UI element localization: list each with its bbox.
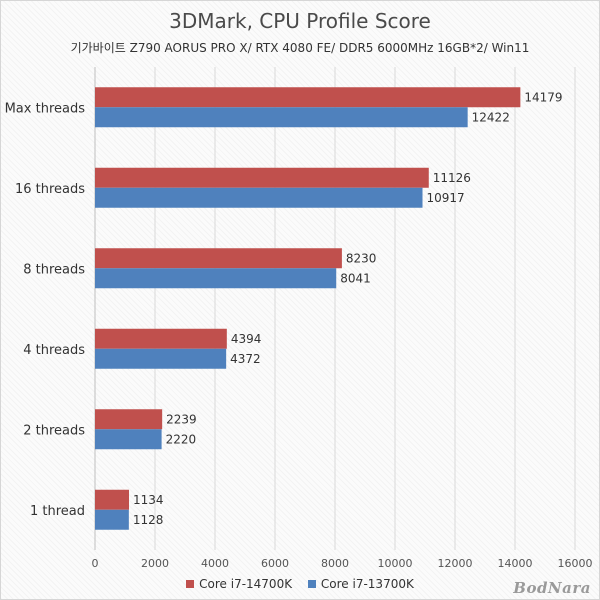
chart-subtitle: 기가바이트 Z790 AORUS PRO X/ RTX 4080 FE/ DDR… [70,41,530,55]
data-label-s1-5: 1134 [133,493,164,507]
legend-label-series-2: Core i7-13700K [320,577,414,591]
bar-s1-4 [95,409,163,430]
watermark-logo: BodNara [513,579,591,597]
category-label-1: 16 threads [15,182,85,197]
data-label-s1-3: 4394 [231,332,262,346]
data-label-s2-4: 2220 [166,432,197,446]
x-tick-label-3: 6000 [261,557,289,570]
x-tick-label-7: 14000 [498,557,533,570]
x-tick-label-2: 4000 [201,557,229,570]
legend-swatch-series-2 [307,580,316,588]
x-tick-label-4: 8000 [321,557,349,570]
chart-title: 3DMark, CPU Profile Score [169,9,431,33]
bar-s1-0 [95,87,521,108]
category-label-2: 8 threads [23,262,85,277]
x-tick-label-6: 12000 [438,557,473,570]
legend: Core i7-14700K Core i7-13700K [1,577,599,591]
bar-s1-5 [95,489,130,510]
category-label-3: 4 threads [23,343,85,358]
bar-s2-5 [95,509,129,530]
data-label-s2-5: 1128 [133,513,164,527]
bar-s2-4 [95,429,162,450]
data-label-s1-0: 14179 [524,90,562,104]
bar-s1-1 [95,167,429,188]
legend-item-series-2: Core i7-13700K [307,577,414,591]
x-tick-label-1: 2000 [141,557,169,570]
data-label-s2-3: 4372 [230,352,261,366]
x-tick-label-0: 0 [92,557,99,570]
x-tick-label-8: 16000 [558,557,593,570]
category-label-5: 1 thread [30,504,85,519]
bar-s1-3 [95,328,227,349]
category-label-4: 2 threads [23,423,85,438]
legend-swatch-series-1 [186,580,195,588]
legend-item-series-1: Core i7-14700K [186,577,292,591]
legend-label-series-1: Core i7-14700K [199,577,293,591]
data-label-s1-4: 2239 [166,412,197,426]
data-label-s2-0: 12422 [472,110,510,124]
data-label-s2-2: 8041 [340,271,371,285]
category-label-0: Max threads [5,101,86,116]
bar-s1-2 [95,248,342,269]
bar-s2-2 [95,268,337,289]
x-tick-label-5: 10000 [378,557,413,570]
bar-s2-3 [95,348,227,369]
data-label-s1-2: 8230 [346,251,377,265]
data-label-s2-1: 10917 [427,191,465,205]
bar-s2-1 [95,187,423,208]
data-label-s1-1: 11126 [433,171,471,185]
bar-s2-0 [95,107,468,128]
